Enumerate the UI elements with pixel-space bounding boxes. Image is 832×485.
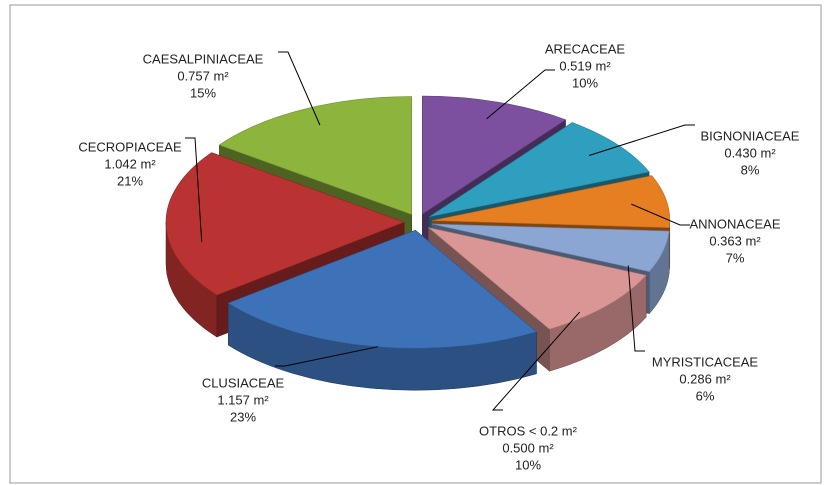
- slice-label-value: 0.430 m²: [724, 145, 776, 160]
- slice-label-name: ANNONACEAE: [689, 216, 780, 231]
- slice-label-percent: 15%: [190, 85, 216, 100]
- leader-line: [185, 137, 203, 242]
- slice-label-name: ARECACEAE: [545, 41, 626, 56]
- slice-label-value: 0.757 m²: [177, 68, 229, 83]
- slice-label-value: 0.286 m²: [679, 371, 731, 386]
- slice-label-value: 1.157 m²: [217, 392, 269, 407]
- slice-label-name: BIGNONIACEAE: [701, 128, 800, 143]
- slice-top: [218, 96, 412, 215]
- slice-top: [431, 175, 671, 229]
- slice-label-value: 0.500 m²: [502, 440, 554, 455]
- slice-label-value: 0.363 m²: [709, 233, 761, 248]
- slice-label-name: OTROS < 0.2 m²: [479, 423, 578, 438]
- leader-line: [275, 346, 379, 367]
- slice-label-percent: 7%: [726, 250, 745, 265]
- slice-label-percent: 8%: [741, 162, 760, 177]
- slice-label-percent: 23%: [230, 409, 256, 424]
- slice-top: [422, 95, 567, 215]
- leader-line: [486, 69, 555, 120]
- slice-label-value: 1.042 m²: [104, 156, 156, 171]
- slice-label-percent: 6%: [696, 388, 715, 403]
- slice-label-percent: 21%: [117, 173, 143, 188]
- slice-top: [428, 122, 650, 218]
- slice-top: [227, 229, 538, 349]
- slice-label-name: CLUSIACEAE: [202, 375, 285, 390]
- labels: ARECACEAE 0.519 m² 10% BIGNONIACEAE 0.430 m²…: [78, 41, 799, 472]
- pie: [165, 95, 671, 391]
- slice-label-name: MYRISTICACEAE: [652, 354, 759, 369]
- leader-line: [588, 124, 695, 156]
- slice-label-percent: 10%: [572, 75, 598, 90]
- slice-label-name: CAESALPINIACEAE: [143, 51, 264, 66]
- leader-line: [631, 203, 690, 226]
- slice: [227, 229, 538, 391]
- leader-line: [627, 265, 645, 352]
- slice-top: [165, 152, 405, 296]
- leader-line: [278, 51, 321, 126]
- slice-top: [431, 223, 670, 272]
- slice-label-name: CECROPIACEAE: [78, 139, 182, 154]
- slice-label-value: 0.519 m²: [559, 58, 611, 73]
- leader-line: [491, 311, 581, 411]
- slice-label-percent: 10%: [515, 457, 541, 472]
- slice-top: [428, 227, 647, 330]
